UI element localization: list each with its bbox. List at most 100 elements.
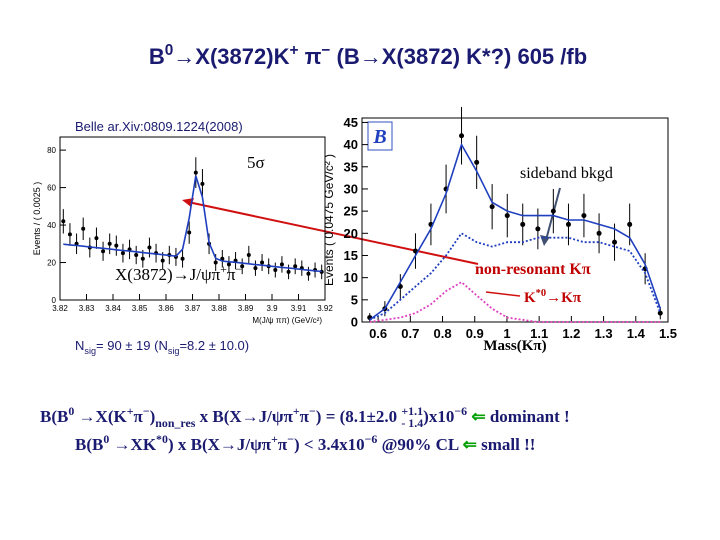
text-run: − [235, 262, 242, 276]
data-point [253, 266, 258, 271]
text-run: π [134, 407, 144, 426]
text-run: + [293, 404, 300, 418]
data-point [180, 256, 185, 261]
data-point [101, 249, 106, 254]
text-run: − [321, 42, 330, 59]
y-tick-label: 25 [344, 204, 358, 219]
data-point [81, 226, 86, 231]
text-run: B(B [40, 407, 68, 426]
y-tick-label: 40 [344, 137, 358, 152]
x-tick-label: 3.91 [291, 304, 307, 313]
text-run: 0 [165, 42, 174, 59]
data-point [120, 251, 125, 256]
text-run: + [289, 42, 298, 59]
y-tick-label: 30 [344, 182, 358, 197]
data-point [504, 213, 510, 219]
x-tick-label: 0.8 [433, 326, 451, 341]
x-tick-label: 3.87 [185, 304, 201, 313]
text-run: ) [150, 407, 156, 426]
x-tick-label: 1.1 [530, 326, 548, 341]
text-run: N [75, 338, 84, 353]
x-tick-label: 1.2 [562, 326, 580, 341]
x-axis-label: M(J/ψ ππ) (GeV/c²) [252, 316, 322, 325]
text-run: − [143, 404, 150, 418]
data-point [581, 213, 587, 219]
text-run: K [524, 290, 536, 306]
y-tick-label: 20 [47, 258, 56, 267]
text-run: *0 [536, 288, 547, 299]
data-point [94, 236, 99, 241]
text-run: = 90 ± 19 (N [96, 338, 168, 353]
data-point [134, 253, 139, 258]
decay-label: X(3872)→J/ψπ+π− [115, 262, 242, 284]
x-tick-label: 1.4 [627, 326, 646, 341]
data-point [140, 256, 145, 261]
text-run: π [300, 407, 310, 426]
fit-curve [369, 232, 662, 321]
data-point [147, 245, 152, 250]
x-tick-label: 1.3 [595, 326, 613, 341]
x-tick-label: 3.83 [79, 304, 95, 313]
data-point [107, 241, 112, 246]
data-point [187, 230, 192, 235]
text-run: −6 [365, 432, 378, 446]
data-point [520, 221, 526, 227]
data-point [596, 230, 602, 236]
text-run: =8.2 ± 10.0) [179, 338, 249, 353]
text-run: ⇐ [471, 407, 485, 426]
text-run: *0 [156, 432, 168, 446]
data-point [200, 181, 205, 186]
text-run: B [149, 44, 165, 69]
data-point [67, 232, 72, 237]
x-axis-label: Mass(Kπ) [483, 338, 546, 354]
y-axis-label: Events ( 0.0475 GeV/c² ) [322, 154, 336, 286]
source: Belle ar.Xiv:0809.1224(2008) [75, 119, 243, 134]
text-run: − [309, 404, 316, 418]
data-point [565, 221, 571, 227]
data-point [550, 208, 556, 214]
yield: Nsig= 90 ± 19 (Nsig=8.2 ± 10.0) [75, 338, 249, 356]
text-run: small !! [477, 435, 536, 454]
data-point [273, 268, 278, 273]
x-tick-label: 3.9 [266, 304, 278, 313]
slide-title: B0→X(3872)K+ π− (B→X(3872) K*?) 605 /fb [149, 42, 587, 69]
arrow [485, 291, 521, 297]
y-tick-label: 45 [344, 115, 358, 130]
y-tick-label: 60 [47, 183, 56, 192]
data-point [246, 253, 251, 258]
data-point [279, 262, 284, 267]
text-run: x B(X→J/ψπ [195, 407, 293, 426]
data-point [489, 204, 495, 210]
text-run: (B→X(3872) K*?) 605 /fb [330, 44, 587, 69]
data-point [293, 264, 298, 269]
text-run: - 1.4 [401, 416, 423, 430]
text-run: 0 [68, 404, 74, 418]
x-tick-label: 1 [503, 326, 510, 341]
fit-curve [63, 175, 322, 273]
text-run: dominant ! [486, 407, 570, 426]
x-tick-label: 0.6 [369, 326, 387, 341]
text-run: −6 [454, 404, 467, 418]
x-tick-label: 0.7 [401, 326, 419, 341]
x-tick-label: 3.84 [105, 304, 121, 313]
x-tick-label: 0.9 [466, 326, 484, 341]
belle-logo-mark: B [372, 126, 386, 148]
x-tick-label: 3.86 [158, 304, 174, 313]
y-tick-label: 35 [344, 159, 358, 174]
data-point [213, 260, 218, 265]
text-run: non_res [155, 416, 195, 430]
data-point [657, 310, 663, 316]
belle-logo [367, 121, 393, 151]
text-run: sig [168, 346, 180, 356]
text-run: →XK [109, 435, 157, 454]
text-run: ) = (8.1±2.0 [316, 407, 402, 426]
text-run: →X(K [74, 407, 127, 426]
y-axis-label: Events / ( 0.0025 ) [32, 182, 42, 256]
x-tick-label: 3.92 [317, 304, 333, 313]
x-tick-label: 3.89 [238, 304, 254, 313]
data-point [114, 243, 119, 248]
y-tick-label: 0 [351, 315, 358, 330]
y-tick-label: 15 [344, 248, 358, 263]
text-run: + [127, 404, 134, 418]
